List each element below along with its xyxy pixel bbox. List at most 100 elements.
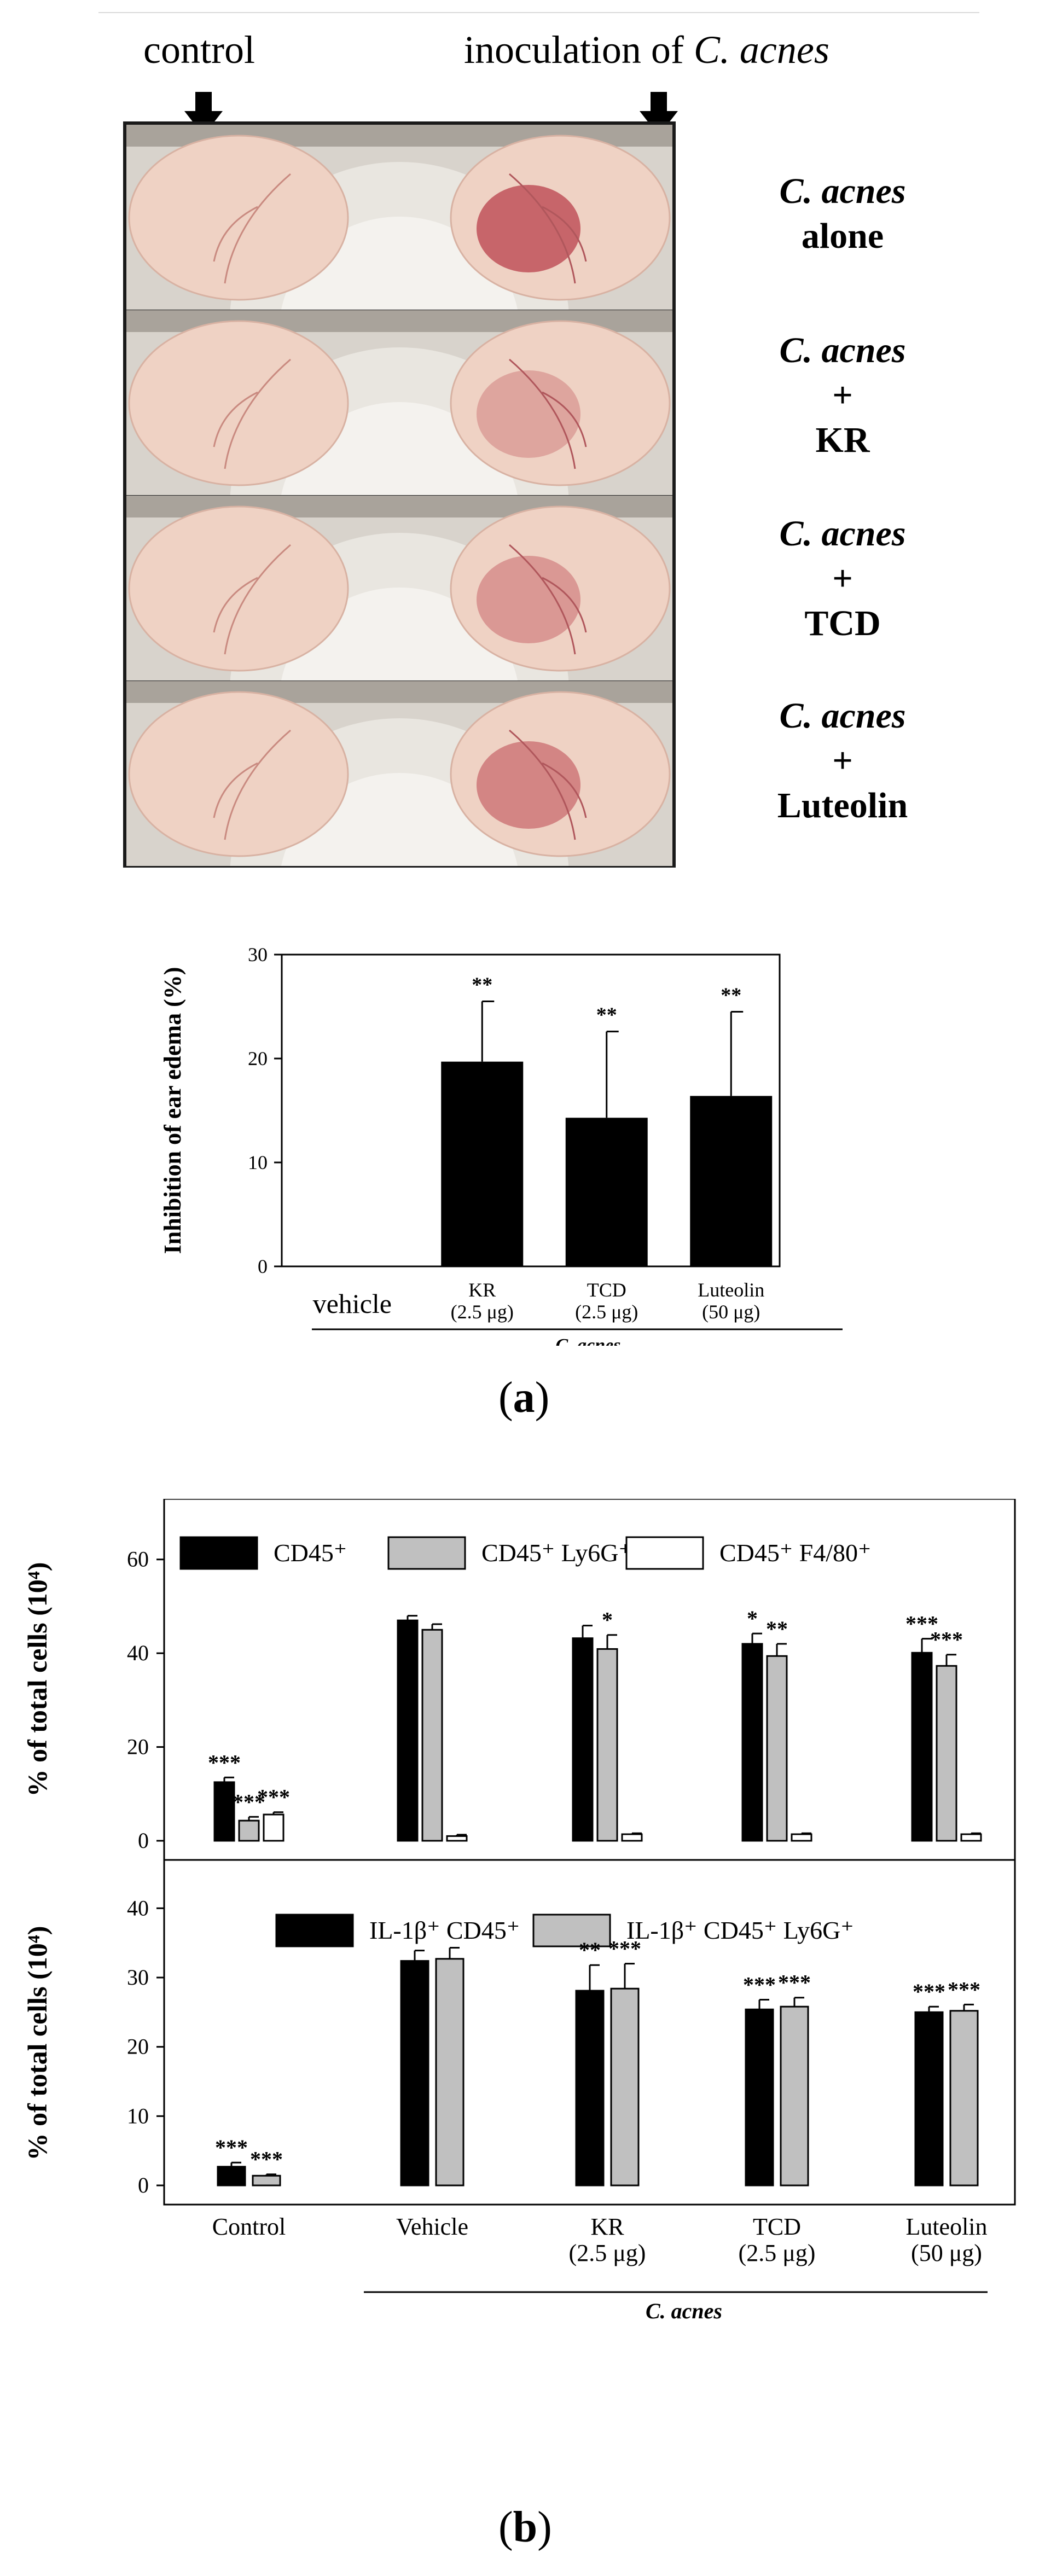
- bar: [252, 2174, 281, 2187]
- significance-mark: ***: [250, 2147, 283, 2172]
- bar: [565, 1118, 648, 1266]
- significance-mark: ***: [257, 1785, 290, 1810]
- category-label: KR: [468, 1279, 496, 1301]
- significance-mark: **: [579, 1938, 601, 1962]
- ear-photo: [126, 310, 672, 495]
- caption-b: (b): [498, 2503, 552, 2551]
- legend-label: CD45⁺ F4/80⁺: [719, 1539, 871, 1567]
- control-ear: [128, 505, 349, 672]
- y-tick-label: 20: [127, 2034, 149, 2059]
- category-label: Luteolin: [698, 1279, 764, 1301]
- plus-sign: +: [832, 375, 853, 415]
- category-label: TCD: [753, 2213, 801, 2240]
- significance-mark: **: [472, 974, 492, 997]
- bar: [911, 1652, 933, 1842]
- bar: [441, 1061, 524, 1266]
- ear-photo: [126, 496, 672, 681]
- inflamed-area: [477, 370, 580, 458]
- bar: [238, 1819, 260, 1842]
- bar: [263, 1813, 285, 1842]
- bar: [745, 2008, 774, 2187]
- y-tick-label: 40: [127, 1641, 149, 1665]
- inoculation-label: inoculation of C. acnes: [464, 28, 829, 72]
- category-label: (50 μg): [911, 2240, 982, 2266]
- y-tick-label: 0: [258, 1255, 268, 1277]
- significance-mark: ***: [215, 2135, 248, 2160]
- y-axis-label: % of total cells (10⁴): [22, 1562, 53, 1797]
- significance-mark: ***: [948, 1977, 980, 2002]
- bar: [610, 1987, 640, 2187]
- bar: [217, 2166, 246, 2187]
- bar: [914, 2011, 944, 2187]
- bar: [960, 1833, 982, 1842]
- ear-photo-panel: [126, 310, 672, 495]
- ear-photo: [126, 125, 672, 310]
- bar: [766, 1655, 788, 1842]
- bar: [780, 2005, 809, 2187]
- category-label: (2.5 μg): [451, 1301, 514, 1323]
- control-ear: [128, 135, 349, 301]
- arrow-down-icon: [640, 92, 678, 136]
- plus-sign: +: [832, 741, 853, 781]
- legend-swatch: [387, 1536, 466, 1570]
- legend-swatch: [275, 1914, 354, 1947]
- significance-mark: ***: [778, 1970, 811, 1995]
- species-label: C. acnes: [779, 330, 906, 370]
- bar: [621, 1833, 643, 1842]
- significance-mark: *: [602, 1608, 613, 1632]
- category-label: TCD: [587, 1279, 626, 1301]
- bar: [791, 1833, 812, 1842]
- category-label: (2.5 μg): [575, 1301, 638, 1323]
- y-tick-label: 20: [248, 1048, 268, 1069]
- legend-swatch: [179, 1536, 258, 1570]
- agent-label: TCD: [804, 603, 881, 643]
- y-tick-label: 20: [127, 1735, 149, 1759]
- legend-swatch: [532, 1914, 611, 1947]
- treatment-label: C. acnes + Luteolin: [700, 694, 985, 828]
- ear-photo-panel: [126, 125, 672, 310]
- significance-mark: ***: [930, 1627, 963, 1652]
- inflamed-area: [477, 556, 580, 643]
- category-label: (2.5 μg): [739, 2240, 816, 2266]
- vessel: [213, 729, 291, 840]
- plot-frame: [163, 1499, 1016, 2206]
- bar: [435, 1958, 465, 2187]
- y-tick-label: 10: [127, 2103, 149, 2128]
- treatment-label: C. acnes + TCD: [700, 511, 985, 646]
- vessel: [509, 544, 587, 655]
- vessel: [509, 729, 587, 840]
- agent-label: Luteolin: [777, 786, 908, 825]
- category-label: (50 μg): [702, 1301, 760, 1323]
- significance-mark: ***: [743, 1973, 776, 1997]
- bar: [421, 1629, 443, 1842]
- bar: [213, 1781, 235, 1842]
- ear-photo-grid: [123, 121, 676, 868]
- y-axis-label: % of total cells (10⁴): [22, 1926, 53, 2161]
- significance-mark: **: [721, 984, 741, 1007]
- agent-label: KR: [815, 420, 870, 460]
- significance-mark: ***: [608, 1937, 641, 1961]
- vessel: [213, 544, 291, 655]
- bar: [690, 1096, 773, 1266]
- species-label: C. acnes: [779, 514, 906, 554]
- category-label: (2.5 μg): [569, 2240, 646, 2266]
- y-axis-label: Inhibition of ear edema (%): [159, 967, 186, 1254]
- category-label: Vehicle: [396, 2213, 468, 2240]
- vessel: [213, 173, 291, 284]
- category-label: Control: [212, 2213, 286, 2240]
- bar: [400, 1960, 429, 2187]
- bar: [446, 1835, 468, 1842]
- legend-label: CD45⁺: [274, 1539, 347, 1567]
- bar: [596, 1648, 618, 1842]
- plus-sign: +: [832, 559, 853, 598]
- y-tick-label: 10: [248, 1152, 268, 1173]
- category-label: Luteolin: [905, 2213, 987, 2240]
- inflamed-area: [477, 741, 580, 829]
- significance-mark: *: [747, 1606, 758, 1631]
- significance-mark: ***: [208, 1750, 241, 1775]
- y-tick-label: 40: [127, 1895, 149, 1920]
- agent-label: alone: [801, 216, 884, 256]
- ear-photo-panel: [126, 496, 672, 681]
- control-ear: [128, 691, 349, 857]
- plot-frame: [281, 953, 781, 1267]
